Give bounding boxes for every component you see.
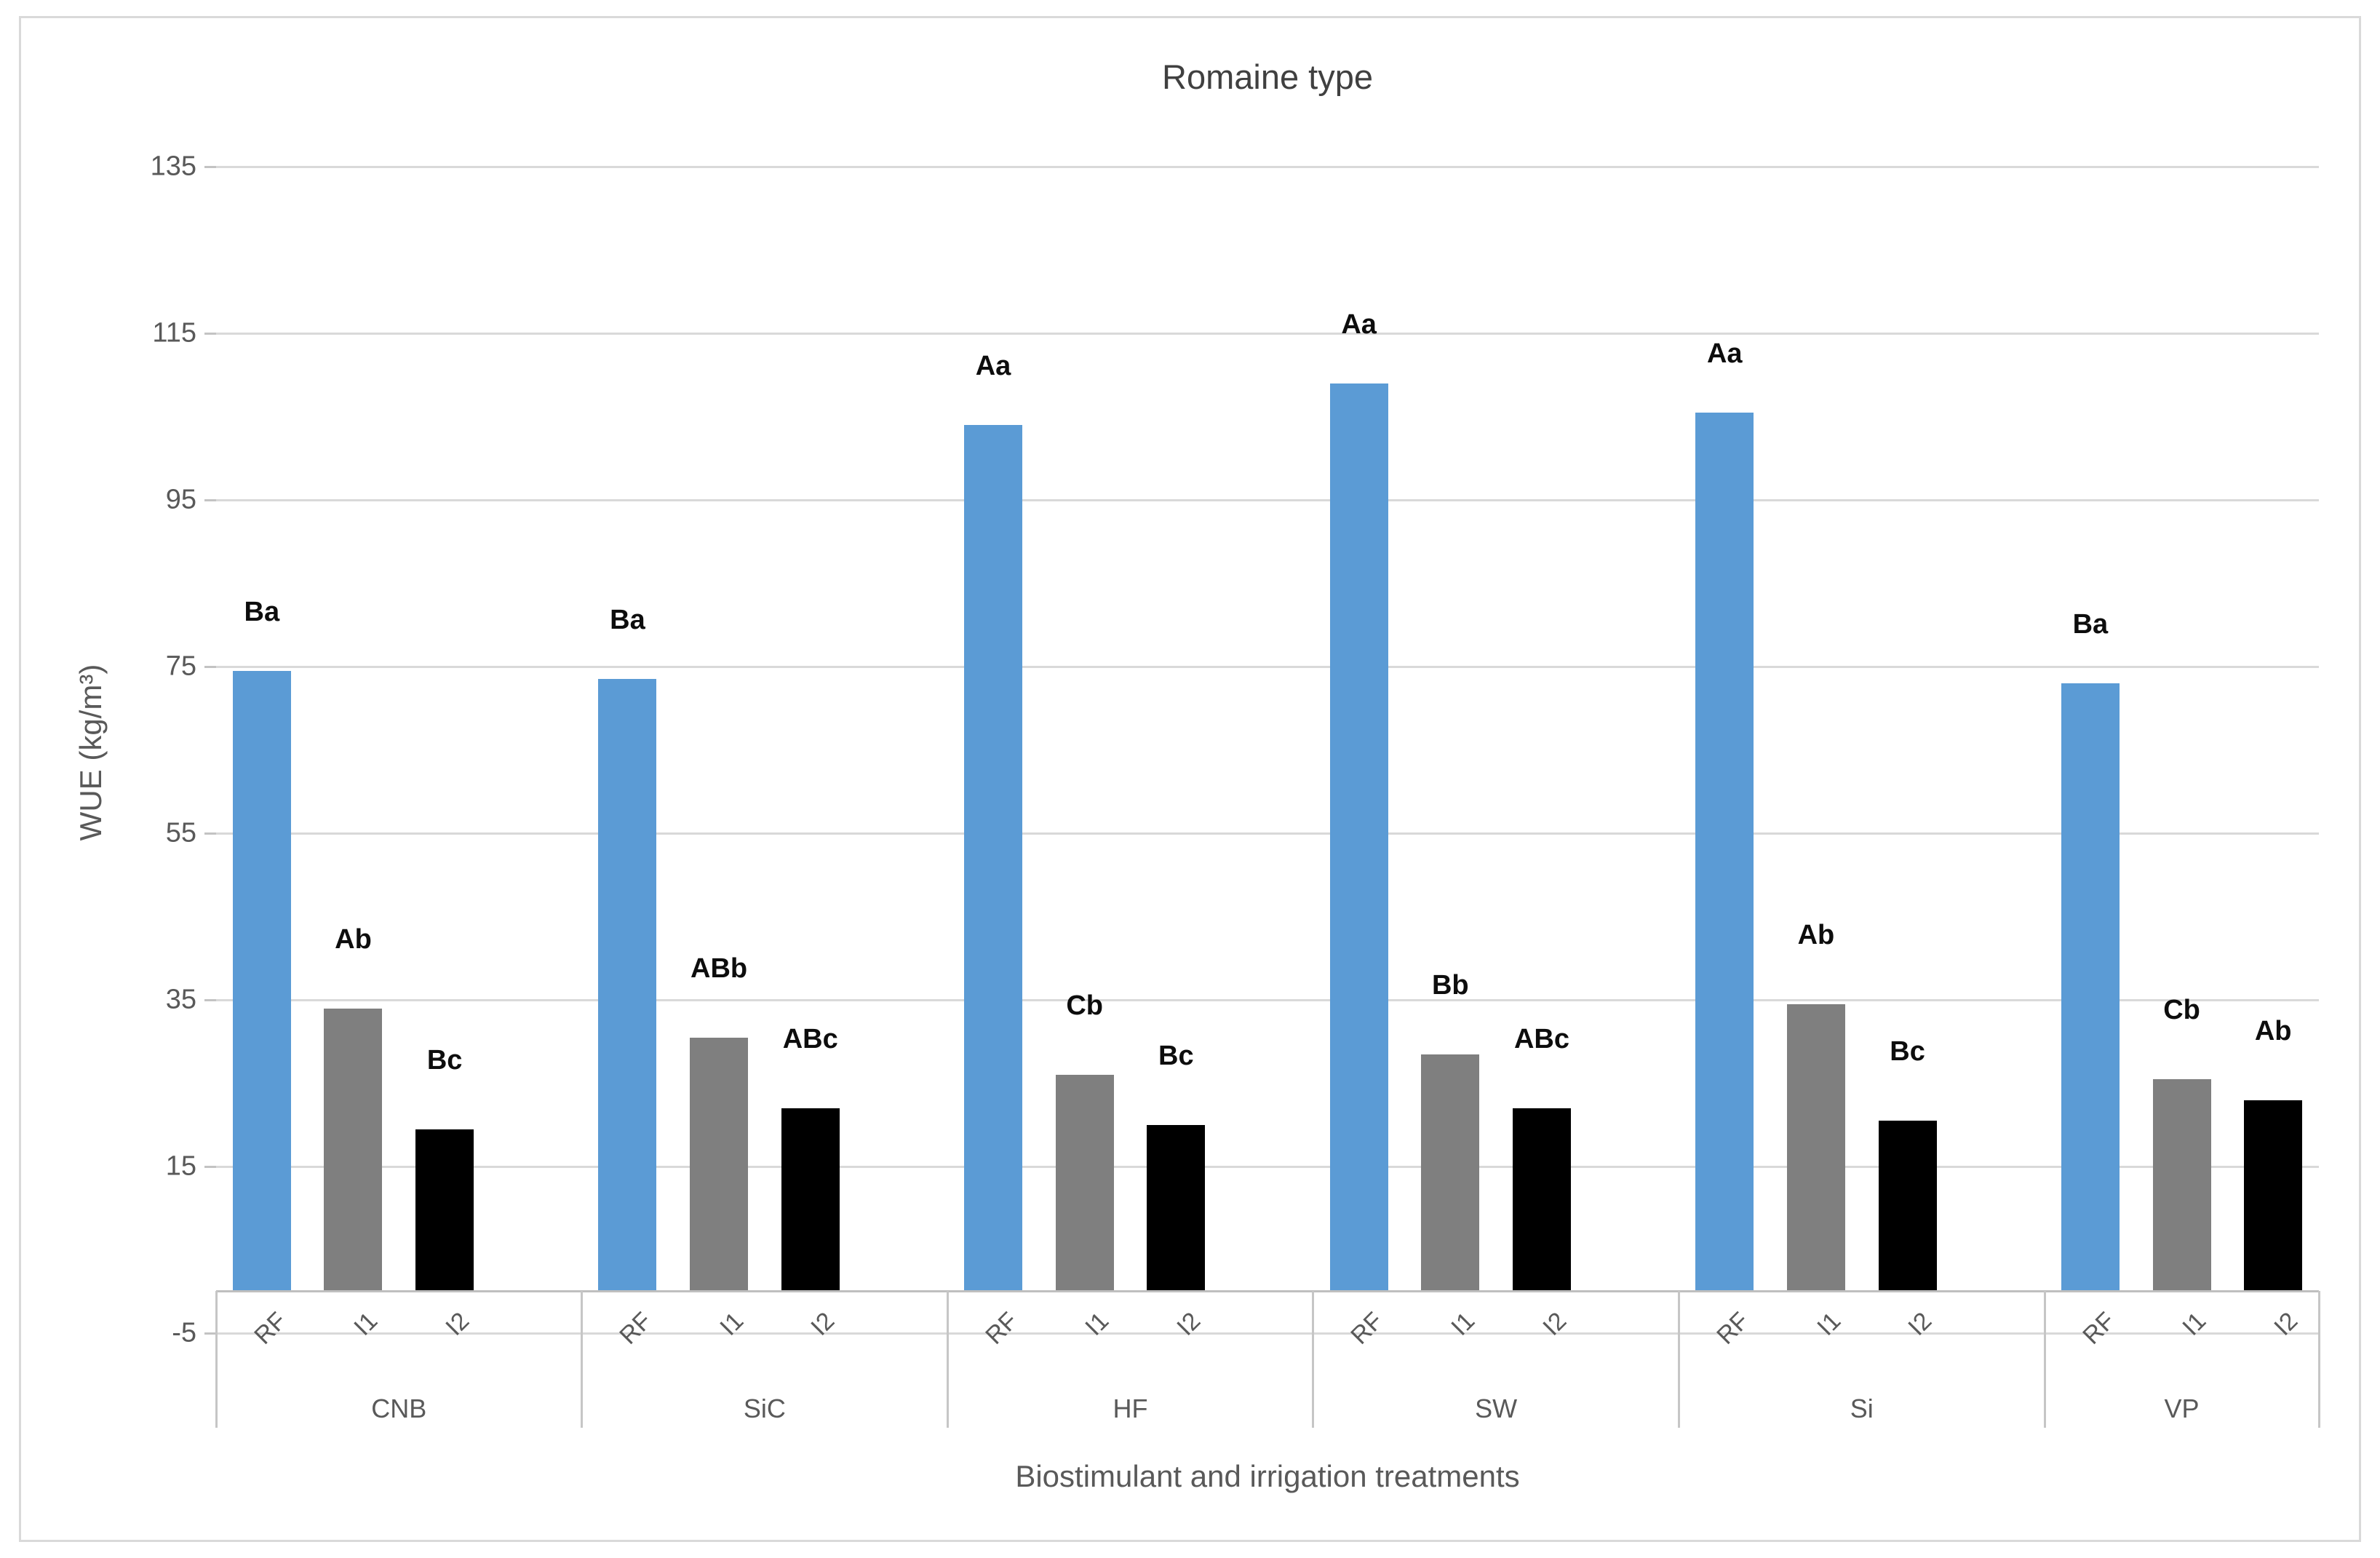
bar-SiC-I1 <box>690 1037 749 1291</box>
x-cat-label-HF-I2: I2 <box>1171 1307 1206 1341</box>
x-cat-label-HF-I1: I1 <box>1080 1307 1115 1341</box>
bar-label-HF-I2: Bc <box>1158 1041 1194 1071</box>
x-cat-label-VP-I2: I2 <box>2269 1307 2304 1341</box>
x-group-label-SW: SW <box>1475 1394 1518 1423</box>
y-tick-label: 135 <box>150 151 196 182</box>
bar-label-SiC-I2: ABc <box>782 1024 838 1055</box>
gridline-y--5 <box>216 1332 2319 1335</box>
category-box-divider <box>2043 1291 2046 1428</box>
bar-label-SW-I1: Bb <box>1431 969 1469 1001</box>
gridline-y-95 <box>216 498 2319 501</box>
x-cat-label-SW-I1: I1 <box>1446 1307 1481 1341</box>
x-group-label-HF: HF <box>1113 1394 1148 1423</box>
y-tick-mark <box>204 332 216 335</box>
y-tick-label: 115 <box>152 317 196 349</box>
bar-CNB-I2 <box>415 1129 474 1291</box>
y-tick-mark <box>204 998 216 1001</box>
bar-VP-RF <box>2061 683 2120 1291</box>
bar-label-Si-RF: Aa <box>1706 338 1743 370</box>
chart-title: Romaine type <box>1162 57 1373 96</box>
bar-SW-I2 <box>1512 1108 1571 1291</box>
y-tick-label: 55 <box>165 817 196 848</box>
bar-label-VP-RF: Ba <box>2072 609 2109 640</box>
category-box-divider <box>581 1291 584 1428</box>
gridline-y-75 <box>216 665 2319 668</box>
category-box-divider <box>215 1291 218 1428</box>
y-tick-mark <box>204 498 216 501</box>
x-cat-label-SW-I2: I2 <box>1537 1307 1572 1341</box>
bar-label-HF-I1: Cb <box>1066 990 1104 1022</box>
bar-label-VP-I1: Cb <box>2163 995 2200 1026</box>
category-box-divider <box>1677 1291 1680 1428</box>
bar-label-Si-I1: Ab <box>1797 919 1835 950</box>
bar-label-HF-RF: Aa <box>975 351 1011 382</box>
x-cat-label-SiC-RF: RF <box>614 1307 658 1350</box>
bar-label-SiC-RF: Ba <box>610 605 645 636</box>
bar-SiC-RF <box>598 679 657 1291</box>
y-tick-label: 35 <box>165 984 196 1015</box>
x-cat-label-Si-I1: I1 <box>1811 1307 1846 1341</box>
bar-VP-I2 <box>2244 1100 2303 1291</box>
y-tick-mark <box>204 1332 216 1335</box>
bar-label-SiC-I1: ABb <box>690 953 748 984</box>
x-axis-title: Biostimulant and irrigation treatments <box>1015 1459 1520 1493</box>
x-group-label-CNB: CNB <box>371 1394 427 1423</box>
bar-VP-I1 <box>2152 1079 2211 1291</box>
bar-HF-I2 <box>1147 1125 1206 1291</box>
y-tick-label: -5 <box>172 1317 196 1348</box>
y-tick-label: 15 <box>165 1150 196 1182</box>
x-cat-label-CNB-I1: I1 <box>349 1307 383 1341</box>
bar-CNB-I1 <box>324 1008 383 1291</box>
bar-label-CNB-RF: Ba <box>244 596 280 627</box>
category-box-divider <box>2317 1291 2320 1428</box>
bar-Si-RF <box>1695 413 1754 1291</box>
bar-Si-I1 <box>1786 1003 1845 1291</box>
bar-SiC-I2 <box>781 1108 840 1291</box>
gridline-y-15 <box>216 1165 2319 1168</box>
gridline-y-35 <box>216 998 2319 1001</box>
category-box-divider <box>946 1291 949 1428</box>
category-box-divider <box>1312 1291 1315 1428</box>
bar-label-CNB-I2: Bc <box>426 1044 463 1076</box>
x-axis-line <box>216 1289 2319 1292</box>
bar-HF-I1 <box>1055 1075 1114 1291</box>
bar-Si-I2 <box>1878 1121 1937 1291</box>
bar-CNB-RF <box>232 670 291 1291</box>
bar-label-Si-I2: Bc <box>1890 1036 1925 1068</box>
gridline-y-135 <box>216 165 2319 168</box>
y-tick-mark <box>204 165 216 168</box>
x-cat-label-Si-RF: RF <box>1711 1307 1755 1350</box>
y-tick-mark <box>204 1165 216 1168</box>
y-tick-label: 95 <box>165 484 196 515</box>
bar-SW-RF <box>1329 383 1388 1291</box>
chart-border-frame <box>19 16 2361 1542</box>
gridline-y-115 <box>216 332 2319 335</box>
x-group-label-VP: VP <box>2164 1394 2200 1423</box>
bar-label-SW-I2: ABc <box>1513 1024 1569 1055</box>
x-cat-label-SW-RF: RF <box>1345 1307 1389 1350</box>
y-tick-label: 75 <box>165 651 196 682</box>
y-tick-mark <box>204 665 216 668</box>
x-cat-label-Si-I2: I2 <box>1903 1307 1938 1341</box>
bar-HF-RF <box>964 425 1023 1291</box>
y-tick-mark <box>204 832 216 835</box>
gridline-y-55 <box>216 832 2319 835</box>
x-cat-label-SiC-I2: I2 <box>805 1307 840 1341</box>
x-cat-label-SiC-I1: I1 <box>715 1307 749 1341</box>
x-cat-label-CNB-RF: RF <box>248 1307 292 1350</box>
x-cat-label-HF-RF: RF <box>979 1307 1023 1350</box>
x-cat-label-CNB-I2: I2 <box>440 1307 475 1341</box>
bar-label-SW-RF: Aa <box>1341 309 1377 340</box>
bar-label-CNB-I1: Ab <box>335 923 372 955</box>
x-group-label-SiC: SiC <box>743 1394 786 1423</box>
x-group-label-Si: Si <box>1850 1394 1874 1423</box>
bar-label-VP-I2: Ab <box>2254 1015 2292 1046</box>
x-cat-label-VP-RF: RF <box>2077 1307 2120 1350</box>
bar-SW-I1 <box>1421 1054 1480 1291</box>
x-cat-label-VP-I1: I1 <box>2177 1307 2212 1341</box>
